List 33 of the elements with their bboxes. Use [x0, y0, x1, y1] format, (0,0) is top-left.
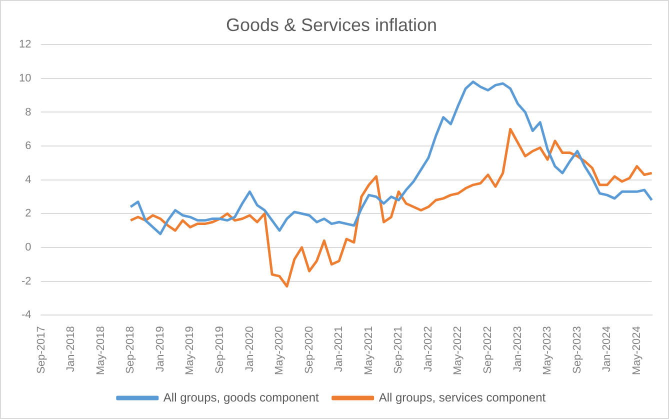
x-tick-label: Jan-2018 [65, 326, 78, 372]
y-tick-label: -2 [21, 275, 32, 288]
y-tick-label: 0 [25, 241, 32, 254]
x-tick-label: Jan-2022 [422, 326, 434, 372]
x-tick-label: May-2023 [542, 326, 554, 376]
y-tick-label: 2 [25, 208, 32, 220]
x-tick-label: Sep-2019 [214, 326, 226, 374]
x-tick-label: Sep-2018 [124, 326, 137, 374]
legend-label: All groups, goods component [163, 390, 320, 404]
x-tick-label: Sep-2022 [482, 326, 494, 374]
x-tick-label: Jan-2020 [244, 326, 256, 372]
y-tick-label: -4 [21, 309, 32, 322]
x-tick-label: Sep-2021 [392, 326, 405, 374]
x-tick-label: May-2019 [184, 326, 196, 376]
x-tick-label: Sep-2017 [35, 326, 48, 374]
y-tick-label: 12 [18, 38, 32, 51]
x-tick-label: May-2020 [274, 326, 286, 376]
x-tick-label: Jan-2021 [333, 326, 346, 372]
x-tick-label: May-2022 [452, 326, 464, 376]
x-tick-label: May-2018 [94, 326, 107, 376]
x-tick-label: Jan-2024 [601, 326, 614, 372]
chart-title: Goods & Services inflation [226, 14, 438, 35]
x-tick-label: Sep-2023 [571, 326, 584, 374]
x-tick-label: Jan-2023 [512, 326, 524, 372]
y-tick-label: 8 [25, 106, 32, 118]
y-tick-label: 4 [25, 174, 32, 186]
x-tick-label: May-2021 [362, 326, 375, 376]
y-tick-label: 10 [18, 72, 32, 84]
x-tick-label: Jan-2019 [154, 326, 166, 372]
x-tick-label: May-2024 [630, 326, 643, 376]
legend-label: All groups, services component [378, 390, 546, 404]
y-tick-label: 6 [25, 140, 32, 152]
x-tick-label: Sep-2020 [303, 326, 316, 374]
